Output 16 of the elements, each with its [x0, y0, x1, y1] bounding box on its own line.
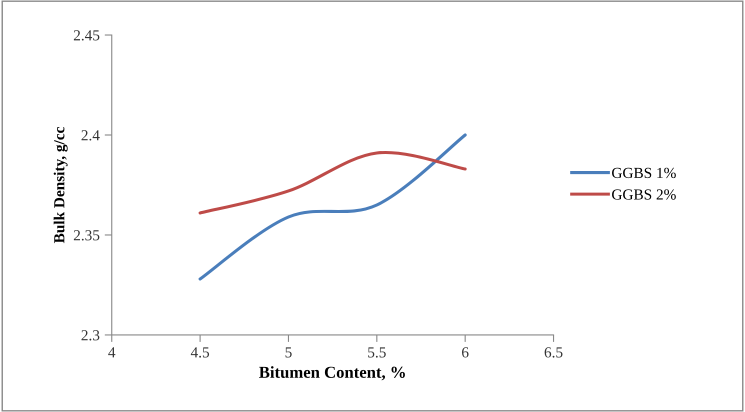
x-tick-label: 4.5: [190, 347, 210, 358]
y-tick-label: 2.4: [82, 130, 100, 141]
y-tick-label: 2.35: [74, 230, 100, 240]
legend-label: GGBS 2%: [612, 189, 676, 200]
x-tick-label: 6.5: [544, 347, 562, 358]
y-axis-title: Bulk Density, g/cc: [54, 127, 68, 244]
x-axis-title: Bitumen Content, %: [259, 366, 405, 380]
legend-label: GGBS 1%: [612, 168, 676, 178]
y-tick-label: 2.45: [74, 30, 100, 41]
x-tick-label: 5.5: [368, 347, 386, 358]
line-series: [198, 150, 467, 215]
x-tick-label: 6: [462, 347, 469, 358]
y-tick-label: 2.3: [82, 330, 100, 340]
x-tick-label: 4: [108, 347, 116, 358]
x-tick-label: 5: [286, 347, 292, 358]
line-series: [198, 133, 467, 280]
